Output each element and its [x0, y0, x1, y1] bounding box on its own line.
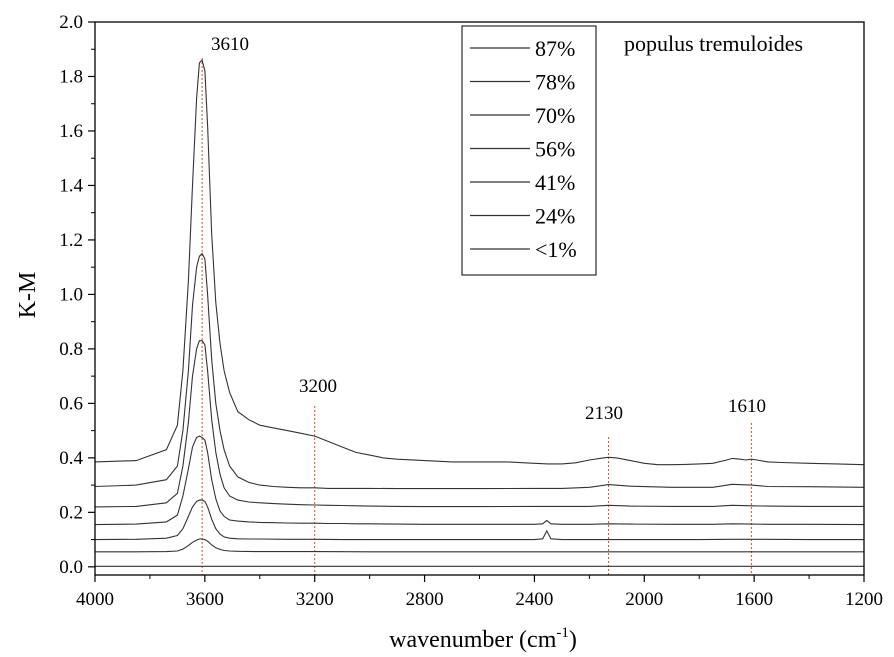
y-tick-label-1.4: 1.4	[59, 175, 83, 196]
x-tick-label-1600: 1600	[735, 589, 773, 610]
y-tick-label-0.8: 0.8	[59, 339, 83, 360]
annotation-labels: 3610 3200 2130 1610	[211, 34, 766, 424]
x-tick-label-2800: 2800	[406, 589, 444, 610]
x-axis-title-main: wavenumber (cm	[389, 627, 557, 653]
annotation-lines	[201, 58, 752, 575]
y-tick-label-0.0: 0.0	[59, 557, 83, 578]
y-axis-ticks: 0.0 0.2 0.4 0.6 0.8 1.0 1.2 1.4 1.6 1.8 2.0	[59, 12, 95, 578]
legend: 87% 78% 70% 56% 41% 24% <1%	[461, 25, 597, 276]
annotation-label-1610: 1610	[728, 396, 766, 417]
y-tick-label-1.8: 1.8	[59, 66, 83, 87]
x-axis-ticks: 4000 3600 3200 2800 2400 2000 1600 1200	[76, 575, 883, 610]
legend-box	[461, 25, 597, 276]
x-tick-label-3600: 3600	[186, 589, 224, 610]
legend-label-2: 70%	[535, 103, 575, 128]
series-line-5	[95, 538, 864, 553]
legend-label-6: <1%	[535, 237, 577, 262]
series-line-4	[94, 499, 864, 541]
x-axis-title: wavenumber (cm-1)	[389, 625, 577, 653]
y-tick-label-1.2: 1.2	[59, 230, 83, 251]
y-tick-label-0.2: 0.2	[59, 502, 83, 523]
y-tick-label-0.4: 0.4	[59, 448, 83, 469]
legend-entries: 87% 78% 70% 56% 41% 24% <1%	[470, 36, 577, 262]
annotation-label-2130: 2130	[585, 403, 623, 424]
x-tick-label-2400: 2400	[515, 589, 553, 610]
annotation-label-3200: 3200	[299, 376, 337, 397]
y-tick-label-2.0: 2.0	[59, 12, 83, 33]
annotation-label-3610: 3610	[211, 34, 249, 55]
y-tick-label-1.0: 1.0	[59, 284, 83, 305]
y-tick-label-1.6: 1.6	[59, 121, 83, 142]
y-tick-label-0.6: 0.6	[59, 393, 83, 414]
x-tick-label-4000: 4000	[76, 589, 114, 610]
series-line-2	[94, 340, 864, 508]
legend-label-3: 56%	[535, 137, 575, 162]
legend-label-1: 78%	[535, 70, 575, 95]
legend-label-4: 41%	[535, 170, 575, 195]
x-tick-label-3200: 3200	[296, 589, 334, 610]
x-tick-label-2000: 2000	[625, 589, 663, 610]
series-lines	[94, 59, 865, 567]
plot-label: populus tremuloides	[624, 31, 803, 56]
y-axis-title: K-M	[15, 272, 41, 319]
x-tick-label-1200: 1200	[845, 589, 883, 610]
series-line-3	[94, 435, 865, 526]
legend-label-5: 24%	[535, 204, 575, 229]
series-line-1	[94, 252, 865, 490]
series-line-0	[94, 59, 865, 466]
x-axis-title-superscript: -1	[556, 625, 569, 641]
x-axis-title-suffix: )	[569, 627, 577, 653]
legend-label-0: 87%	[535, 36, 575, 61]
